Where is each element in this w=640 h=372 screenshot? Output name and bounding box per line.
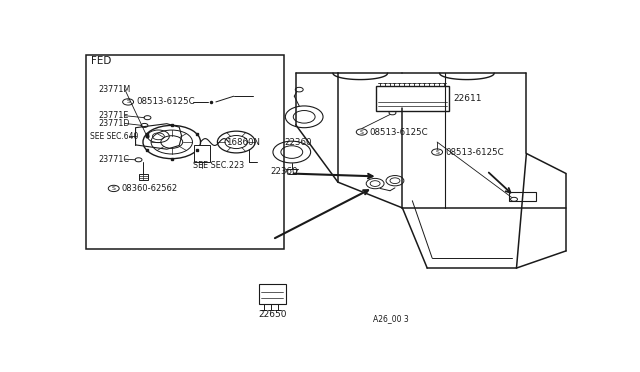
Text: 08513-6125C: 08513-6125C — [445, 148, 504, 157]
Text: 23771D: 23771D — [99, 119, 131, 128]
Text: 23771C: 23771C — [99, 155, 130, 164]
Text: FED: FED — [91, 56, 111, 66]
Bar — [376, 86, 449, 110]
Bar — [509, 192, 536, 201]
Text: 22360: 22360 — [284, 138, 312, 147]
Text: 08513-6125C: 08513-6125C — [370, 128, 428, 137]
Text: 22611: 22611 — [453, 94, 481, 103]
Text: S: S — [435, 150, 439, 154]
Text: 22650: 22650 — [258, 310, 287, 319]
Text: 23771E: 23771E — [99, 111, 129, 120]
Text: 23771M: 23771M — [99, 84, 131, 93]
Text: 08513-6125C: 08513-6125C — [136, 97, 195, 106]
Bar — [194, 145, 210, 161]
Text: S: S — [360, 129, 364, 135]
Text: 22360: 22360 — [271, 167, 298, 176]
Bar — [86, 55, 284, 250]
Text: 16860N: 16860N — [227, 138, 260, 147]
Text: SEE SEC.223: SEE SEC.223 — [193, 161, 244, 170]
Text: A26_00 3: A26_00 3 — [372, 314, 408, 323]
Text: 08360-62562: 08360-62562 — [122, 184, 178, 193]
Text: SEE SEC.640: SEE SEC.640 — [90, 132, 138, 141]
Bar — [259, 284, 286, 304]
Bar — [139, 174, 148, 180]
Text: S: S — [112, 186, 116, 191]
Text: S: S — [126, 99, 130, 105]
